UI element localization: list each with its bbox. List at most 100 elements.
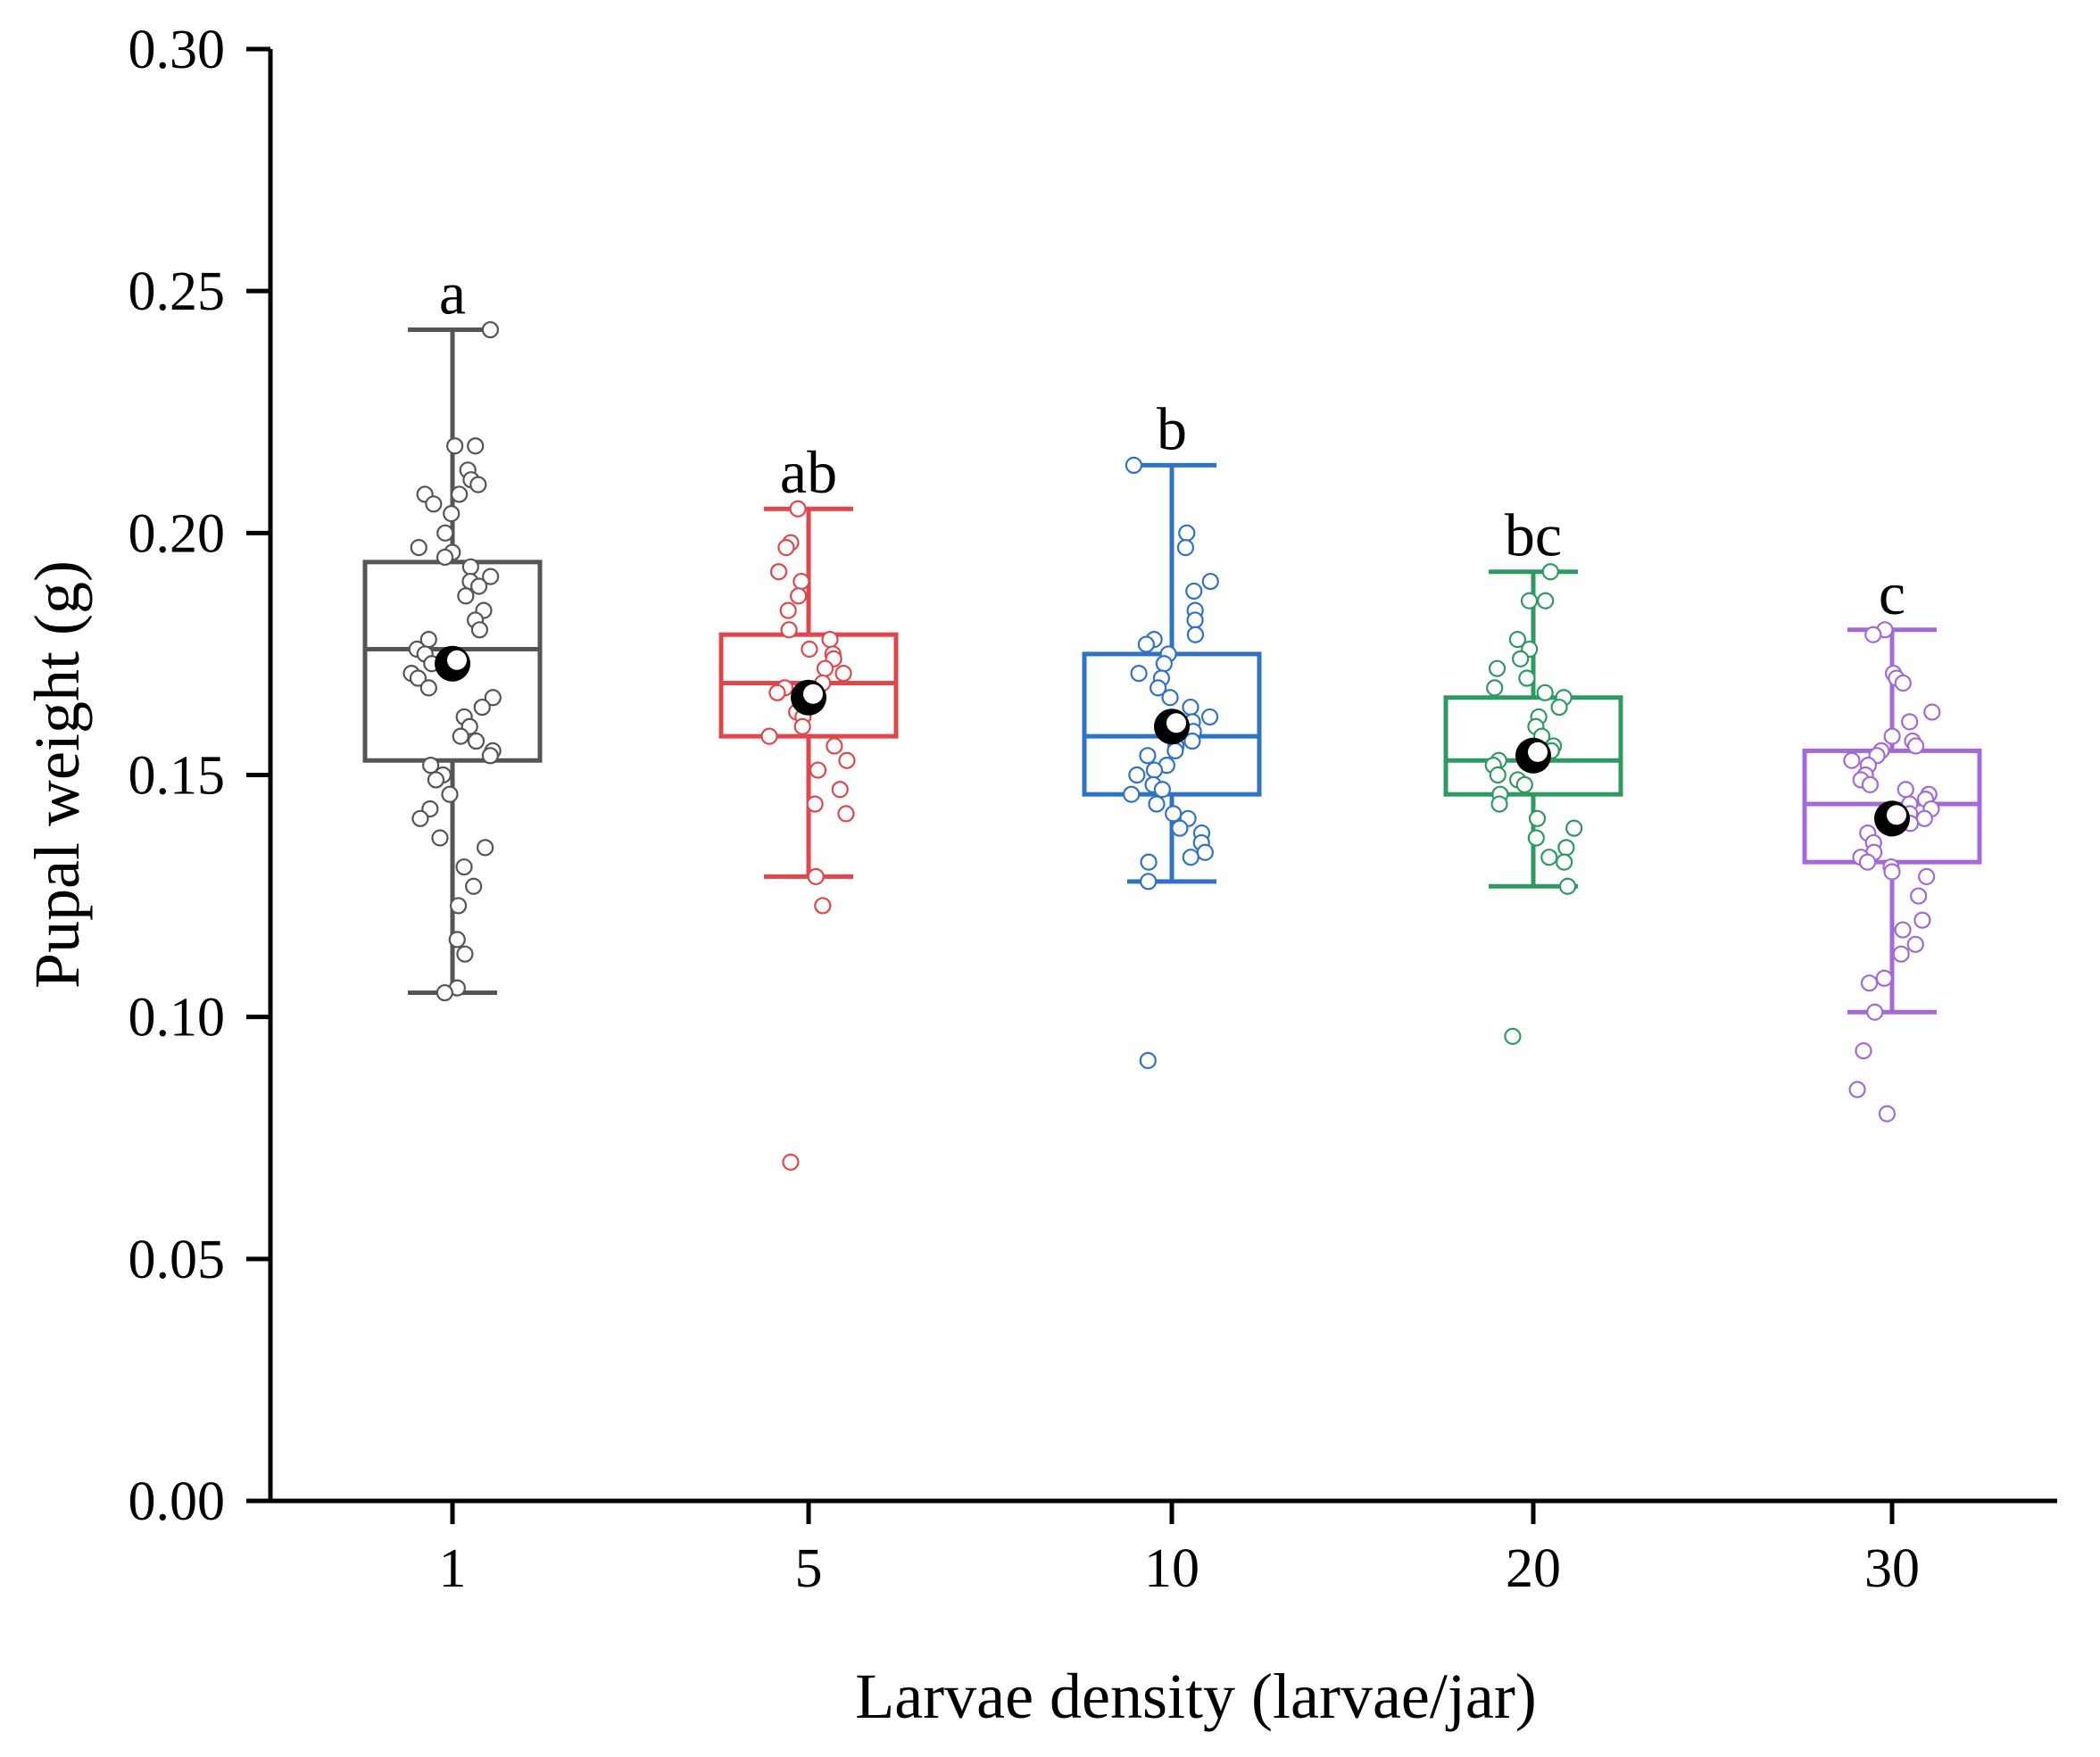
- data-point: [411, 809, 429, 827]
- data-point: [409, 669, 427, 687]
- data-point: [1153, 781, 1171, 799]
- data-point: [427, 771, 445, 789]
- data-point: [806, 795, 824, 813]
- data-point: [821, 631, 839, 649]
- x-tick-label: 5: [795, 1538, 823, 1599]
- data-point: [481, 747, 499, 765]
- data-point: [1536, 684, 1554, 701]
- significance-letter: b: [1157, 394, 1187, 462]
- data-point: [410, 539, 427, 557]
- significance-letter: bc: [1505, 501, 1562, 569]
- y-tick-label: 0.30: [129, 20, 226, 80]
- data-point: [1186, 626, 1205, 643]
- data-point: [1558, 877, 1577, 895]
- x-tick-group: 1 5 10 20 30: [439, 1501, 1920, 1599]
- data-point: [1860, 974, 1879, 992]
- data-point: [470, 621, 489, 639]
- data-point: [419, 679, 437, 697]
- x-axis: 1 5 10 20 30: [246, 1498, 2057, 1599]
- data-point: [482, 568, 500, 585]
- box-group-1: a: [362, 260, 543, 1002]
- data-point: [1515, 775, 1533, 793]
- data-point: [1182, 698, 1199, 717]
- data-point: [1915, 809, 1933, 827]
- y-tick-label: 0.20: [129, 503, 226, 564]
- data-point: [809, 761, 827, 779]
- data-point: [1488, 659, 1507, 677]
- data-point: [467, 732, 486, 750]
- data-point: [1150, 679, 1167, 697]
- data-point: [801, 640, 818, 659]
- y-tick-label: 0.00: [129, 1471, 226, 1532]
- data-point: [777, 539, 795, 557]
- box-group-30: c: [1802, 559, 1982, 1123]
- data-point: [465, 877, 483, 895]
- data-point: [1550, 698, 1568, 717]
- data-point: [1178, 524, 1196, 542]
- data-point: [425, 495, 443, 513]
- data-point: [1183, 732, 1201, 750]
- data-point: [1504, 1027, 1522, 1045]
- data-point: [782, 1153, 800, 1171]
- data-point: [1140, 873, 1158, 891]
- data-point: [1866, 1003, 1884, 1021]
- data-point: [1139, 747, 1157, 765]
- mean-marker-highlight: [1887, 805, 1906, 825]
- data-point: [793, 717, 811, 735]
- data-point: [1486, 679, 1504, 697]
- data-point: [769, 563, 788, 581]
- data-point: [1910, 887, 1928, 905]
- data-point: [1864, 626, 1882, 643]
- mean-marker-highlight: [1166, 713, 1186, 733]
- data-point: [456, 945, 474, 963]
- data-point: [1923, 703, 1941, 721]
- data-point: [481, 320, 499, 339]
- data-point: [1892, 945, 1910, 963]
- data-point: [1918, 867, 1936, 885]
- data-point: [1140, 853, 1158, 871]
- data-point: [1171, 819, 1189, 837]
- data-point: [477, 839, 494, 857]
- data-point: [451, 485, 469, 503]
- data-point: [1166, 742, 1184, 759]
- data-point: [457, 587, 475, 605]
- data-point: [1200, 708, 1219, 726]
- iqr-box: [362, 559, 543, 763]
- data-point: [1565, 819, 1583, 837]
- data-point: [1527, 829, 1545, 847]
- x-tick-label: 30: [1864, 1538, 1920, 1599]
- data-point: [422, 757, 440, 775]
- data-point: [1518, 669, 1536, 687]
- x-tick-label: 10: [1144, 1538, 1199, 1599]
- mean-marker-highlight: [1528, 742, 1548, 762]
- data-point: [1185, 582, 1203, 601]
- data-point: [467, 437, 485, 455]
- significance-letter: ab: [780, 438, 837, 506]
- data-point: [1512, 650, 1530, 667]
- data-point: [1196, 843, 1214, 861]
- data-point: [431, 829, 449, 847]
- data-point: [838, 751, 856, 769]
- data-point: [448, 931, 466, 949]
- data-point: [1125, 456, 1142, 475]
- data-point: [1540, 849, 1558, 866]
- data-point: [1145, 761, 1164, 779]
- data-point: [469, 476, 487, 493]
- significance-letter: c: [1879, 559, 1905, 627]
- data-point: [1128, 766, 1146, 784]
- data-point: [1843, 751, 1861, 769]
- data-point: [470, 577, 488, 595]
- data-point: [449, 897, 468, 915]
- box-group-5: ab: [718, 438, 899, 1171]
- data-point: [780, 621, 798, 639]
- significance-letter: a: [439, 260, 466, 327]
- data-point: [473, 698, 491, 717]
- data-point: [1182, 849, 1199, 866]
- iqr-box: [1443, 695, 1623, 797]
- y-axis: 0.00 0.05 0.10 0.15 0.20 0.25 0.30: [129, 20, 273, 1532]
- data-point: [1148, 795, 1166, 813]
- data-point: [1490, 795, 1508, 813]
- data-point: [1858, 853, 1877, 871]
- data-point: [779, 601, 797, 619]
